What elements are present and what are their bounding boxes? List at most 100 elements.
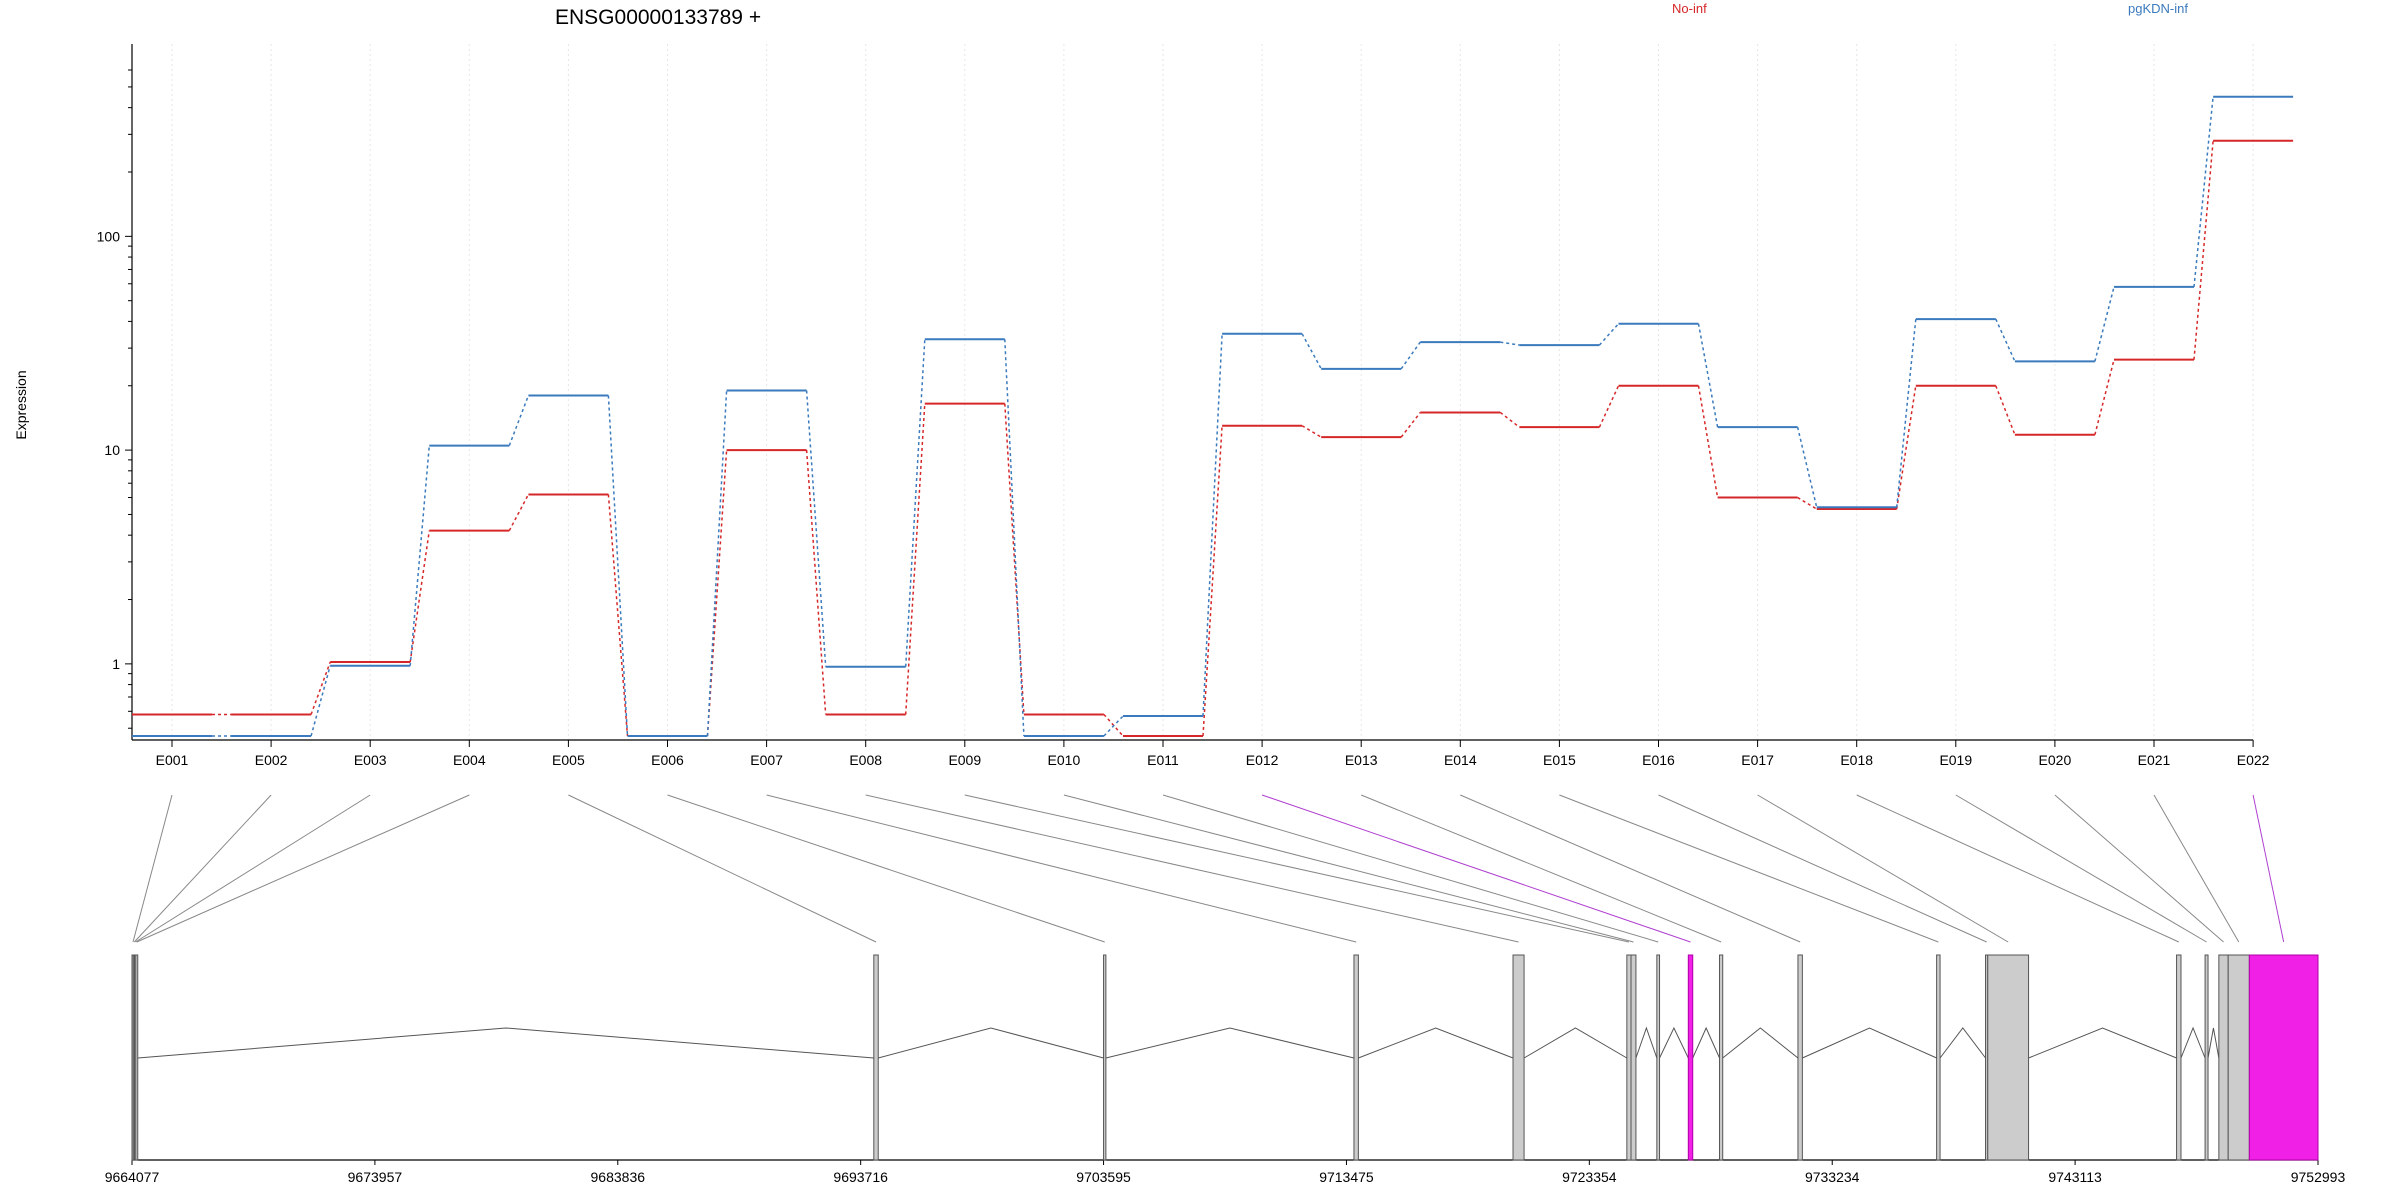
exon-box-e005 xyxy=(873,954,879,1161)
coordinate-tick-label: 9664077 xyxy=(105,1169,160,1185)
exon-connector xyxy=(133,794,272,943)
exon-transition-segment xyxy=(2193,96,2214,287)
x-tick-label: E003 xyxy=(354,752,387,768)
exon-box-e015 xyxy=(1936,954,1941,1161)
x-tick-label: E019 xyxy=(1939,752,1972,768)
exon-transition-segment xyxy=(409,530,431,663)
exon-transition-segment xyxy=(1004,403,1025,715)
y-tick-label: 100 xyxy=(97,228,121,244)
exon-transition-segment xyxy=(1202,425,1223,737)
exon-transition-segment xyxy=(1301,333,1322,370)
exon-connector xyxy=(2252,794,2285,943)
exon-connector xyxy=(1063,794,1634,943)
exon-transition-segment xyxy=(805,450,827,715)
chart-title: ENSG00000133789 + xyxy=(555,6,761,29)
exon-box-e011 xyxy=(1656,954,1661,1161)
exon-connector xyxy=(135,794,371,943)
coordinate-tick-label: 9703595 xyxy=(1076,1169,1131,1185)
exon-connector xyxy=(2054,794,2224,943)
axes: 1 10 100 E001 E002 E003 E004 E005 E006 E007 E008 E0… xyxy=(97,44,2270,768)
exon-connector xyxy=(1856,794,2179,943)
coordinate-tick-label: 9713475 xyxy=(1319,1169,1374,1185)
x-tick-label: E002 xyxy=(255,752,288,768)
exon-transition-segment xyxy=(2094,359,2115,435)
exon-transition-segment xyxy=(1797,496,1818,510)
exon-box-e004 xyxy=(135,954,139,1161)
exon-transition-segment xyxy=(1004,339,1025,736)
exon-box-e010 xyxy=(1630,954,1637,1161)
exon-transition-segment xyxy=(1202,333,1223,717)
exon-box-e014 xyxy=(1797,954,1803,1161)
exon-transition-segment xyxy=(1995,318,2016,362)
exon-box-e006 xyxy=(1103,954,1107,1161)
exon-transition-segment xyxy=(310,661,331,715)
exon-connector xyxy=(2153,794,2240,943)
x-tick-label: E013 xyxy=(1345,752,1378,768)
y-tick-label: 1 xyxy=(112,656,120,672)
intron-line xyxy=(878,1027,1104,1059)
intron-line xyxy=(1523,1027,1628,1059)
intron-line xyxy=(1692,1026,1720,1059)
x-tick-label: E011 xyxy=(1147,752,1179,768)
x-tick-label: E016 xyxy=(1642,752,1675,768)
exon-transition-segment xyxy=(508,395,530,446)
x-tick-label: E014 xyxy=(1444,752,1477,768)
exon-box-e021 xyxy=(2227,954,2250,1161)
exon-transition-segment xyxy=(1499,411,1520,428)
exon-transition-segment xyxy=(1697,323,1719,428)
exon-connector xyxy=(1559,794,1939,943)
x-tick-label: E017 xyxy=(1741,752,1774,768)
exon-connector xyxy=(1757,794,2009,943)
x-tick-label: E010 xyxy=(1048,752,1081,768)
exon-transition-segment xyxy=(1500,341,1520,346)
exon-connector xyxy=(1955,794,2207,943)
x-tick-label: E020 xyxy=(2039,752,2072,768)
exon-box-e018 xyxy=(2176,954,2182,1161)
series-no-inf xyxy=(132,139,2294,737)
exon-transition-segment xyxy=(508,494,530,531)
legend-series-pgkdn-inf: pgKDN-inf xyxy=(2128,1,2188,16)
coordinate-tick-label: 9683836 xyxy=(591,1169,646,1185)
series-pgkdn-inf xyxy=(132,95,2294,737)
x-tick-label: E006 xyxy=(651,752,684,768)
exon-connector xyxy=(136,794,470,943)
x-tick-label: E012 xyxy=(1246,752,1279,768)
exon-transition-segment xyxy=(1995,385,2016,436)
exon-box-e013 xyxy=(1719,954,1724,1161)
exon-transition-segment xyxy=(2094,286,2115,362)
exon-connector xyxy=(568,794,877,943)
exon-connector xyxy=(667,794,1105,943)
intron-line xyxy=(2207,1027,2220,1059)
exon-transition-segment xyxy=(1697,385,1719,498)
exon-transition-segment xyxy=(1400,412,1421,438)
exon-transition-segment xyxy=(310,665,331,737)
exon-transition-segment xyxy=(706,390,728,737)
x-tick-label: E008 xyxy=(849,752,882,768)
coordinate-tick-label: 9743113 xyxy=(2048,1169,2102,1185)
exon-connector xyxy=(132,794,173,943)
coordinate-tick-label: 9752993 xyxy=(2291,1169,2346,1185)
exon-connector xyxy=(1361,794,1722,943)
grid-lines xyxy=(171,44,2254,740)
exon-connector xyxy=(865,794,1519,943)
exon-transition-segment xyxy=(904,403,926,715)
exon-connector xyxy=(766,794,1357,943)
exon-connector xyxy=(1261,794,1691,943)
x-tick-label: E001 xyxy=(156,752,189,768)
exon-box-e009 xyxy=(1626,954,1632,1161)
coordinate-tick-label: 9693716 xyxy=(833,1169,888,1185)
intron-line xyxy=(1722,1027,1799,1059)
x-tick-label: E004 xyxy=(453,752,486,768)
intron-line xyxy=(1802,1027,1937,1059)
intron-line xyxy=(1659,1026,1689,1059)
exon-connector xyxy=(964,794,1630,943)
x-tick-label: E022 xyxy=(2237,752,2270,768)
exon-transition-segment xyxy=(805,390,827,667)
exon-transition-segment xyxy=(1895,385,1917,510)
exon-transition-segment xyxy=(409,445,431,666)
intron-line xyxy=(137,1027,874,1059)
intron-line xyxy=(1635,1026,1658,1059)
exon-transition-segment xyxy=(1796,427,1818,508)
gene-model: 9664077 9673957 9683836 9693716 9703595 97134… xyxy=(105,954,2346,1185)
